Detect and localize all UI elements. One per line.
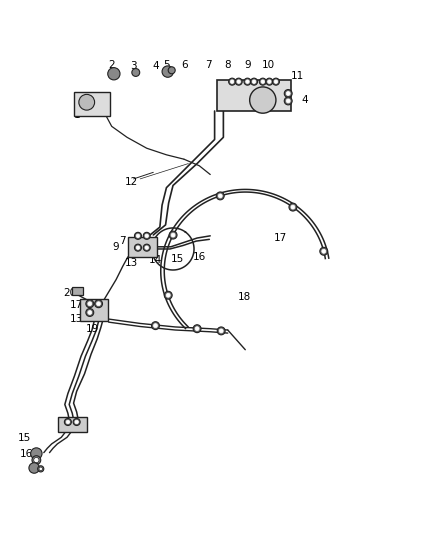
Text: 17: 17: [274, 233, 287, 243]
Circle shape: [96, 302, 100, 306]
Bar: [58, 416, 87, 432]
Text: 3: 3: [130, 61, 137, 71]
Circle shape: [132, 69, 140, 76]
Circle shape: [286, 99, 290, 103]
Circle shape: [284, 97, 292, 105]
Circle shape: [219, 329, 223, 333]
Text: 13: 13: [125, 258, 138, 268]
Circle shape: [252, 80, 256, 84]
Circle shape: [237, 80, 240, 84]
Circle shape: [218, 194, 222, 198]
Circle shape: [268, 80, 271, 84]
Circle shape: [291, 205, 295, 209]
Circle shape: [193, 325, 201, 333]
Circle shape: [29, 463, 39, 473]
Circle shape: [261, 80, 265, 84]
Circle shape: [39, 467, 42, 471]
Circle shape: [153, 324, 158, 328]
Circle shape: [108, 68, 120, 80]
Bar: [72, 287, 83, 295]
Circle shape: [152, 322, 159, 329]
Text: 16: 16: [20, 449, 33, 459]
Text: 4: 4: [152, 61, 159, 71]
Circle shape: [95, 300, 102, 308]
Circle shape: [134, 232, 141, 239]
Text: 4: 4: [301, 95, 308, 105]
Text: 15: 15: [18, 433, 31, 443]
Circle shape: [274, 80, 278, 84]
Circle shape: [88, 311, 92, 314]
Circle shape: [143, 232, 150, 239]
Circle shape: [244, 78, 251, 85]
Text: 12: 12: [125, 177, 138, 188]
Circle shape: [322, 249, 326, 253]
Text: 17: 17: [70, 300, 83, 310]
Circle shape: [32, 456, 41, 464]
Circle shape: [320, 247, 328, 255]
Text: 16: 16: [193, 252, 206, 262]
Text: 8: 8: [224, 60, 231, 70]
Text: 11: 11: [291, 71, 304, 81]
Circle shape: [217, 327, 225, 335]
Text: 1: 1: [73, 110, 80, 120]
Text: 5: 5: [268, 100, 275, 110]
Circle shape: [171, 233, 175, 237]
Circle shape: [31, 448, 42, 459]
Text: 9: 9: [113, 242, 120, 252]
Circle shape: [136, 246, 140, 249]
Circle shape: [145, 234, 148, 238]
Circle shape: [134, 244, 141, 251]
Text: 7: 7: [119, 236, 126, 246]
Text: 18: 18: [238, 292, 251, 302]
Circle shape: [235, 78, 242, 85]
Text: 6: 6: [181, 60, 188, 70]
Circle shape: [136, 234, 140, 238]
Circle shape: [259, 78, 266, 85]
Circle shape: [169, 231, 177, 239]
Text: 7: 7: [205, 60, 212, 70]
Circle shape: [251, 78, 258, 85]
Circle shape: [34, 457, 39, 463]
Circle shape: [266, 78, 273, 85]
Circle shape: [66, 420, 70, 424]
Circle shape: [250, 87, 276, 113]
Circle shape: [246, 80, 249, 84]
Text: 13: 13: [70, 314, 83, 324]
Circle shape: [88, 302, 92, 306]
Circle shape: [79, 94, 95, 110]
Text: 15: 15: [171, 254, 184, 264]
Text: 10: 10: [261, 60, 275, 70]
Text: 5: 5: [163, 60, 170, 70]
Bar: [74, 92, 110, 117]
Text: 2: 2: [108, 60, 115, 70]
Circle shape: [86, 300, 94, 308]
Circle shape: [145, 246, 148, 249]
Circle shape: [272, 78, 279, 85]
Circle shape: [73, 418, 80, 425]
Circle shape: [86, 309, 94, 317]
Bar: [80, 300, 109, 321]
Circle shape: [230, 80, 234, 84]
Circle shape: [284, 90, 292, 98]
Bar: [128, 237, 156, 257]
Circle shape: [168, 67, 175, 74]
Circle shape: [64, 418, 71, 425]
Circle shape: [166, 293, 170, 297]
Text: 14: 14: [149, 255, 162, 265]
Circle shape: [195, 327, 199, 330]
Circle shape: [38, 466, 44, 472]
Circle shape: [216, 192, 224, 200]
Circle shape: [286, 92, 290, 95]
Bar: [217, 80, 291, 111]
Text: 19: 19: [85, 324, 99, 334]
Circle shape: [143, 244, 150, 251]
Circle shape: [162, 66, 173, 77]
Text: 20: 20: [64, 288, 77, 298]
Circle shape: [164, 292, 172, 299]
Text: 8: 8: [143, 240, 150, 251]
Circle shape: [289, 203, 297, 211]
Circle shape: [75, 420, 78, 424]
Circle shape: [229, 78, 236, 85]
Text: 9: 9: [244, 60, 251, 70]
